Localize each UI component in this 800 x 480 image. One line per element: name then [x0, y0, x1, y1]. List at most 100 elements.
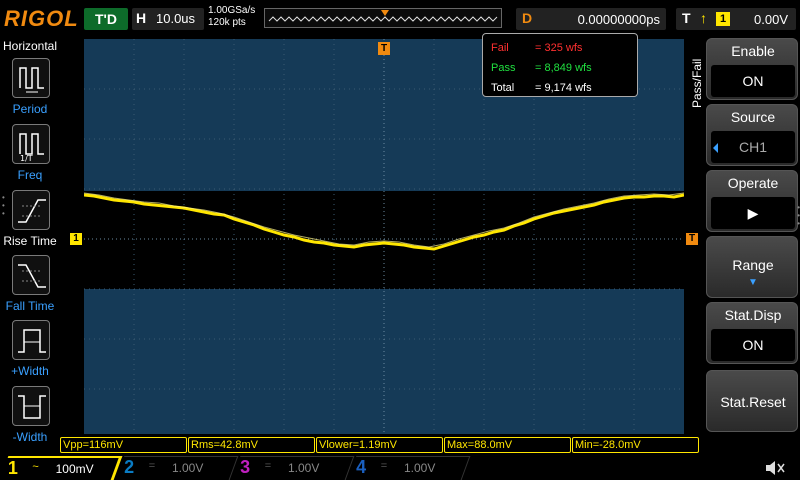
- rising-edge-icon: ↑: [700, 10, 707, 26]
- measure-negative-width-button[interactable]: -Width: [0, 384, 60, 448]
- ch1-waveform: [84, 193, 684, 251]
- measure-positive-width-button[interactable]: +Width: [0, 318, 60, 382]
- ch1-number: 1: [7, 458, 18, 478]
- range-title: Range: [732, 257, 774, 273]
- trigger-level-marker[interactable]: T: [686, 233, 698, 245]
- source-button[interactable]: Source CH1: [706, 104, 798, 166]
- freq-label: Freq: [17, 168, 43, 182]
- ch2-scale: 1.00V: [172, 461, 204, 475]
- ch4-number: 4: [356, 457, 367, 477]
- measurement-vpp[interactable]: Vpp=116mV: [60, 437, 187, 453]
- ch2-number: 2: [124, 457, 135, 477]
- measurement-max[interactable]: Max=88.0mV: [444, 437, 571, 453]
- fail-count: = 325 wfs: [535, 42, 583, 54]
- status-bar: RIGOL T'D H 10.0us 1.00GSa/s 120k pts D …: [0, 0, 800, 36]
- range-expand-icon: ▼: [748, 277, 758, 288]
- measure-rise-time-button[interactable]: Rise Time: [0, 188, 60, 252]
- measure-period-button[interactable]: Period: [0, 56, 60, 120]
- ch4-scale: 1.00V: [404, 461, 436, 475]
- enable-button[interactable]: Enable ON: [706, 38, 798, 100]
- svg-text:1/T: 1/T: [20, 154, 33, 162]
- rise-time-icon-box: [12, 190, 50, 230]
- stat-reset-button[interactable]: Stat.Reset: [706, 370, 798, 432]
- stat-reset-title: Stat.Reset: [720, 394, 786, 410]
- measure-fall-time-button[interactable]: Fall Time: [0, 253, 60, 317]
- rigol-logo: RIGOL: [4, 6, 79, 31]
- trigger-position-marker[interactable]: T: [378, 42, 390, 55]
- positive-width-icon: [18, 329, 46, 353]
- trigger-label: T: [682, 10, 691, 26]
- horizontal-timebase[interactable]: H 10.0us: [132, 8, 204, 30]
- freq-icon: 1/T: [19, 133, 44, 162]
- trigger-status-badge: T'D: [84, 8, 128, 30]
- measure-freq-button[interactable]: 1/T Freq: [0, 122, 60, 186]
- period-label: Period: [12, 102, 48, 116]
- trigger-readout[interactable]: T ↑ 1 0.00V: [676, 8, 796, 30]
- source-select-arrow-icon: [713, 143, 718, 153]
- total-label: Total: [491, 82, 515, 94]
- channel-2-button[interactable]: 2 = 1.00V: [115, 456, 239, 480]
- channel-4-button[interactable]: 4 = 1.00V: [347, 456, 471, 480]
- channel-bar: 1 ~ 100mV 2 = 1.00V 3 = 1.00V 4 = 1.00V: [0, 454, 800, 480]
- fall-time-icon-box: [12, 255, 50, 295]
- horizontal-label: H: [136, 10, 147, 26]
- range-button[interactable]: Range ▼: [706, 236, 798, 298]
- operate-button[interactable]: Operate ▶: [706, 170, 798, 232]
- stat-disp-value: ON: [711, 329, 795, 361]
- timebase-value: 10.0us: [156, 11, 196, 26]
- measurement-rms[interactable]: Rms=42.8mV: [188, 437, 315, 453]
- waveform-display[interactable]: T 1 T Fail = 325 wfs Pass = 8,849 wfs Tota…: [60, 33, 700, 436]
- enable-value: ON: [711, 65, 795, 97]
- fall-time-icon: [18, 264, 46, 288]
- total-count: = 9,174 wfs: [535, 82, 592, 94]
- measurement-vlower[interactable]: Vlower=1.19mV: [316, 437, 443, 453]
- memory-overview-strip: [264, 8, 502, 28]
- sample-rate: 1.00GSa/s: [208, 5, 256, 16]
- delay-label: D: [522, 10, 533, 26]
- negative-width-label: -Width: [12, 430, 48, 444]
- pass-count-row: Pass = 8,849 wfs: [491, 58, 629, 78]
- page-dots-right: • • •: [797, 203, 800, 228]
- positive-width-icon-box: [12, 320, 50, 360]
- freq-icon-box: 1/T: [12, 124, 50, 164]
- ch1-scale: 100mV: [55, 462, 94, 476]
- acquisition-info: 1.00GSa/s 120k pts: [208, 5, 255, 29]
- enable-title: Enable: [731, 43, 775, 59]
- trigger-source-badge: 1: [716, 12, 730, 26]
- fail-label: Fail: [491, 42, 509, 54]
- sound-muted-icon[interactable]: [764, 458, 786, 478]
- operate-title: Operate: [727, 175, 779, 191]
- memory-depth: 120k pts: [208, 17, 246, 28]
- source-value: CH1: [711, 131, 795, 163]
- fail-count-row: Fail = 325 wfs: [491, 38, 629, 58]
- rise-time-label: Rise Time: [3, 234, 57, 248]
- total-count-row: Total = 9,174 wfs: [491, 78, 629, 98]
- measurement-bar: Vpp=116mV Rms=42.8mV Vlower=1.19mV Max=8…: [60, 436, 700, 454]
- stat-disp-button[interactable]: Stat.Disp ON: [706, 302, 798, 364]
- channel-3-button[interactable]: 3 = 1.00V: [231, 456, 355, 480]
- period-icon-box: [12, 58, 50, 98]
- channel-1-button[interactable]: 1 ~ 100mV: [0, 456, 123, 480]
- ch2-dc-coupling-icon: =: [148, 460, 156, 472]
- pass-fail-stats: Fail = 325 wfs Pass = 8,849 wfs Total = 9,1…: [482, 33, 638, 97]
- positive-width-label: +Width: [11, 364, 49, 378]
- page-dots: • • •: [2, 193, 5, 218]
- horizontal-measure-menu: Horizontal Period 1/T Freq • • • Rise Time: [0, 36, 60, 444]
- ch1-ac-coupling-icon: ~: [32, 461, 39, 473]
- pass-fail-menu: Pass/Fail Enable ON Source CH1 Operate ▶…: [690, 36, 800, 436]
- source-title: Source: [730, 109, 776, 125]
- memory-waveform-icon: [268, 10, 498, 22]
- play-icon: ▶: [711, 197, 795, 229]
- ch1-offset-marker[interactable]: 1: [70, 233, 82, 245]
- negative-width-icon: [18, 395, 46, 419]
- trigger-level: 0.00V: [754, 12, 788, 27]
- delay-readout[interactable]: D 0.00000000ps: [516, 8, 666, 30]
- negative-width-icon-box: [12, 386, 50, 426]
- menu-title: Horizontal: [2, 39, 58, 53]
- fall-time-label: Fall Time: [5, 299, 55, 313]
- ch3-number: 3: [240, 457, 251, 477]
- ch3-dc-coupling-icon: =: [264, 460, 272, 472]
- pass-label: Pass: [491, 62, 516, 74]
- measurement-min[interactable]: Min=-28.0mV: [572, 437, 699, 453]
- ch4-dc-coupling-icon: =: [380, 460, 388, 472]
